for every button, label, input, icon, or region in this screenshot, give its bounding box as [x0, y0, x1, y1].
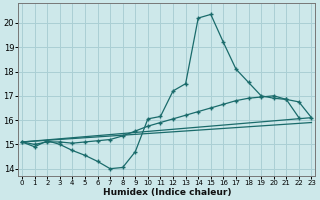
X-axis label: Humidex (Indice chaleur): Humidex (Indice chaleur) — [102, 188, 231, 197]
